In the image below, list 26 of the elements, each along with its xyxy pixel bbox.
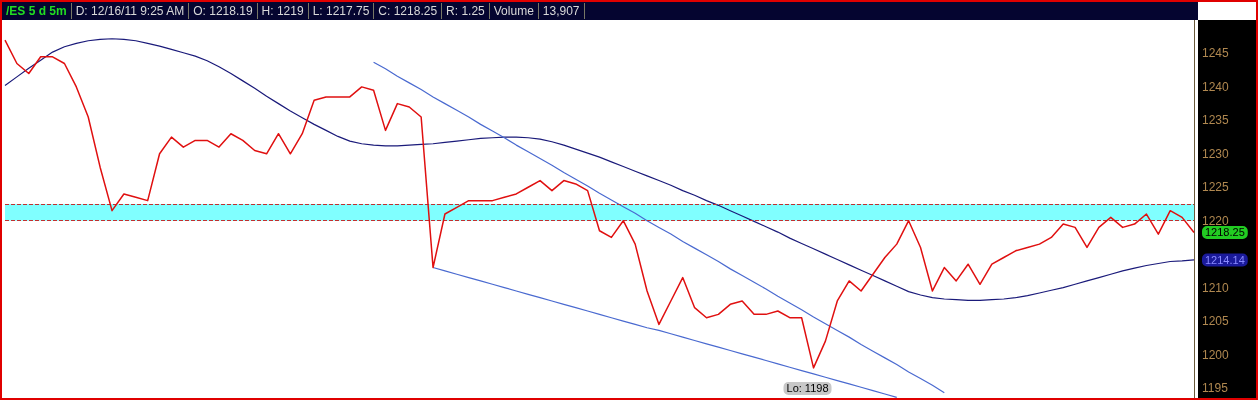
data-label: 1214.14 [1205, 253, 1245, 266]
line-series [372, 61, 945, 394]
text: D: 12/16/11 9:25 AM [71, 3, 190, 19]
data-label: 1218.25 [1205, 226, 1245, 239]
y-tick-label: 1195 [1202, 380, 1229, 395]
y-tick-label: 1245 [1202, 46, 1230, 61]
line-series [4, 39, 1195, 369]
y-tick-label: 1240 [1202, 79, 1230, 94]
text: C: 1218.25 [374, 3, 443, 19]
line-series [432, 266, 898, 398]
text: /ES 5 d 5m [2, 3, 72, 19]
text: H: 1219 [257, 3, 309, 19]
text: Volume [489, 3, 539, 19]
y-tick-label: 1230 [1202, 146, 1230, 161]
y-tick-label: 1210 [1202, 280, 1230, 295]
text: L: 1217.75 [308, 3, 375, 19]
y-tick-label: 1200 [1202, 347, 1230, 362]
text: O: 1218.19 [189, 3, 258, 19]
y-tick-label: 1205 [1202, 314, 1230, 329]
y-tick-label: 1235 [1202, 113, 1230, 128]
y-tick-label: 1225 [1202, 180, 1230, 195]
data-label: Lo: 1198 [786, 382, 829, 395]
y-tick-label: 1220 [1202, 213, 1230, 228]
text: 13,907 [538, 3, 585, 19]
line-series [4, 38, 1195, 301]
text: R: 1.25 [442, 3, 490, 19]
